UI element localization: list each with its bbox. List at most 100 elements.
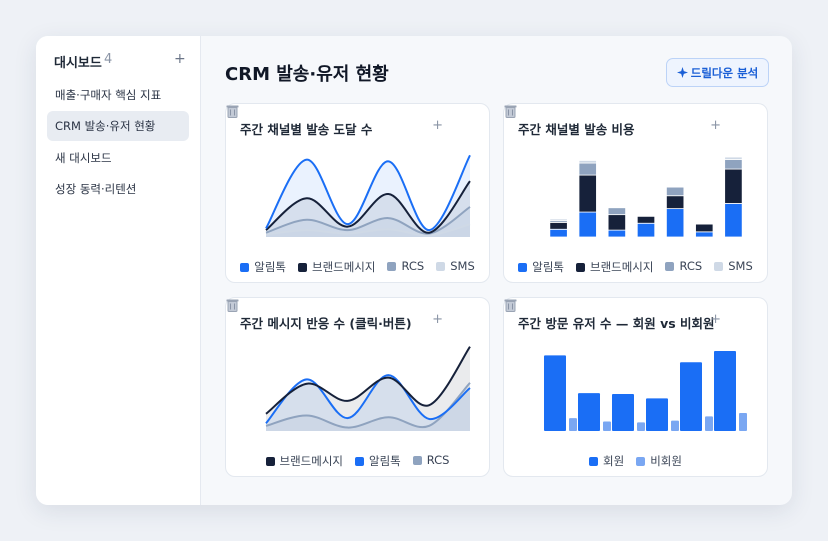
- bar-segment: [549, 228, 568, 238]
- card-add[interactable]: +: [432, 312, 443, 327]
- legend-swatch: [518, 263, 528, 272]
- legend-swatch: [589, 457, 599, 466]
- series-area: [266, 206, 470, 237]
- legend-item: 알림톡: [354, 453, 401, 469]
- trash-icon[interactable]: [504, 298, 517, 312]
- legend-label: SMS: [728, 259, 753, 273]
- bar: [646, 398, 668, 431]
- legend-item: 알림톡: [240, 259, 286, 275]
- bar: [714, 351, 736, 431]
- legend-item: 브랜드메시지: [575, 259, 654, 275]
- trash-icon[interactable]: [504, 104, 517, 118]
- legend: 알림톡 브랜드메시지 RCS SMS: [504, 259, 767, 275]
- series-area: [266, 155, 470, 237]
- series-line: [265, 374, 471, 424]
- sidebar-item[interactable]: 새 대시보드: [55, 150, 112, 165]
- legend-swatch: [412, 456, 422, 465]
- sparkle-icon: [676, 67, 688, 78]
- sidebar-item[interactable]: CRM 발송·유저 현황: [47, 111, 189, 142]
- bar: [671, 420, 679, 431]
- add-dashboard[interactable]: +: [174, 51, 186, 67]
- series-line: [265, 223, 471, 237]
- card-title: 주간 메시지 반응 수 (클릭·버튼): [240, 316, 412, 331]
- bar-segment: [578, 162, 597, 176]
- legend-label: 브랜드메시지: [589, 260, 654, 274]
- drilldown-button[interactable]: 드릴다운 분석: [666, 58, 769, 87]
- legend-item: RCS: [387, 259, 424, 275]
- bar-segment: [607, 214, 627, 231]
- dashboard-window: 대시보드 4 + 매출·구매자 핵심 지표 CRM 발송·유저 현황 새 대시보드 성…: [36, 36, 792, 505]
- series-area: [266, 224, 470, 237]
- series-line: [265, 382, 471, 429]
- bar: [739, 412, 747, 431]
- bar-segment: [724, 168, 743, 204]
- bar-segment: [636, 222, 656, 238]
- page-title: CRM 발송·유저 현황: [225, 64, 389, 85]
- legend-item: 브랜드메시지: [265, 453, 343, 469]
- card-add[interactable]: +: [710, 118, 721, 133]
- series-line: [265, 346, 471, 415]
- chart: [265, 154, 471, 237]
- legend-label: 브랜드메시지: [311, 260, 376, 274]
- legend-swatch: [265, 457, 275, 466]
- legend-item: 비회원: [636, 453, 682, 469]
- card-title: 주간 방문 유저 수 — 회원 vs 비회원: [518, 316, 715, 331]
- bar-segment: [724, 159, 743, 170]
- series-area: [266, 181, 470, 237]
- legend-swatch: [387, 262, 397, 271]
- legend-label: 브랜드메시지: [279, 454, 343, 468]
- legend-item: SMS: [714, 259, 753, 275]
- sidebar-title: 대시보드: [54, 56, 102, 71]
- bar: [680, 362, 702, 431]
- chart: [265, 346, 471, 431]
- card-add[interactable]: +: [710, 312, 721, 327]
- bar-segment: [695, 231, 714, 238]
- button-label: 드릴다운 분석: [690, 65, 759, 80]
- bar: [705, 416, 713, 431]
- chart: [544, 351, 747, 431]
- legend: 브랜드메시지 알림톡 RCS: [226, 453, 489, 469]
- chart-card: 주간 채널별 발송 도달 수 + 알림톡 브랜드메시지 RCS SMS: [225, 103, 490, 283]
- bar-segment: [578, 174, 597, 213]
- bar-segment: [665, 195, 685, 210]
- sidebar-item[interactable]: 성장 동력·리텐션: [55, 181, 137, 196]
- sidebar: 대시보드 4 + 매출·구매자 핵심 지표 CRM 발송·유저 현황 새 대시보드 성…: [36, 36, 201, 505]
- card-title: 주간 채널별 발송 비용: [518, 122, 635, 137]
- card-title: 주간 채널별 발송 도달 수: [240, 122, 373, 137]
- legend-swatch: [636, 457, 646, 466]
- bar: [637, 422, 645, 431]
- chart-card: 주간 메시지 반응 수 (클릭·버튼) + 브랜드메시지 알림톡 RCS: [225, 297, 490, 477]
- bar-segment: [578, 160, 597, 164]
- legend-swatch: [714, 262, 724, 271]
- legend-swatch: [240, 263, 250, 272]
- series-line: [265, 180, 471, 234]
- legend-label: 회원: [603, 454, 625, 468]
- sidebar-item[interactable]: 매출·구매자 핵심 지표: [55, 88, 162, 102]
- trash-icon[interactable]: [226, 298, 239, 312]
- legend-label: SMS: [450, 259, 475, 273]
- legend-swatch: [436, 262, 446, 271]
- trash-icon[interactable]: [226, 104, 239, 118]
- series-line: [265, 206, 471, 235]
- bar-segment: [724, 156, 743, 161]
- series-area: [266, 382, 470, 431]
- card-add[interactable]: +: [432, 118, 443, 133]
- legend-swatch: [665, 262, 675, 271]
- bar: [612, 394, 634, 431]
- bar-segment: [607, 229, 627, 238]
- chart: [549, 156, 743, 238]
- legend-label: RCS: [401, 259, 425, 273]
- legend-item: 회원: [589, 453, 624, 469]
- chart-card: 주간 방문 유저 수 — 회원 vs 비회원 + 회원 비회원: [503, 297, 768, 477]
- legend: 회원 비회원: [504, 453, 767, 469]
- legend-swatch: [297, 263, 307, 272]
- bar: [578, 393, 600, 431]
- bar-segment: [578, 211, 597, 238]
- bar-segment: [724, 203, 743, 238]
- bar-segment: [607, 207, 627, 216]
- bar-segment: [549, 221, 568, 230]
- legend-item: RCS: [665, 259, 702, 275]
- chart-card: 주간 채널별 발송 비용 + 알림톡 브랜드메시지 RCS SMS: [503, 103, 768, 283]
- legend-label: 비회원: [650, 454, 682, 468]
